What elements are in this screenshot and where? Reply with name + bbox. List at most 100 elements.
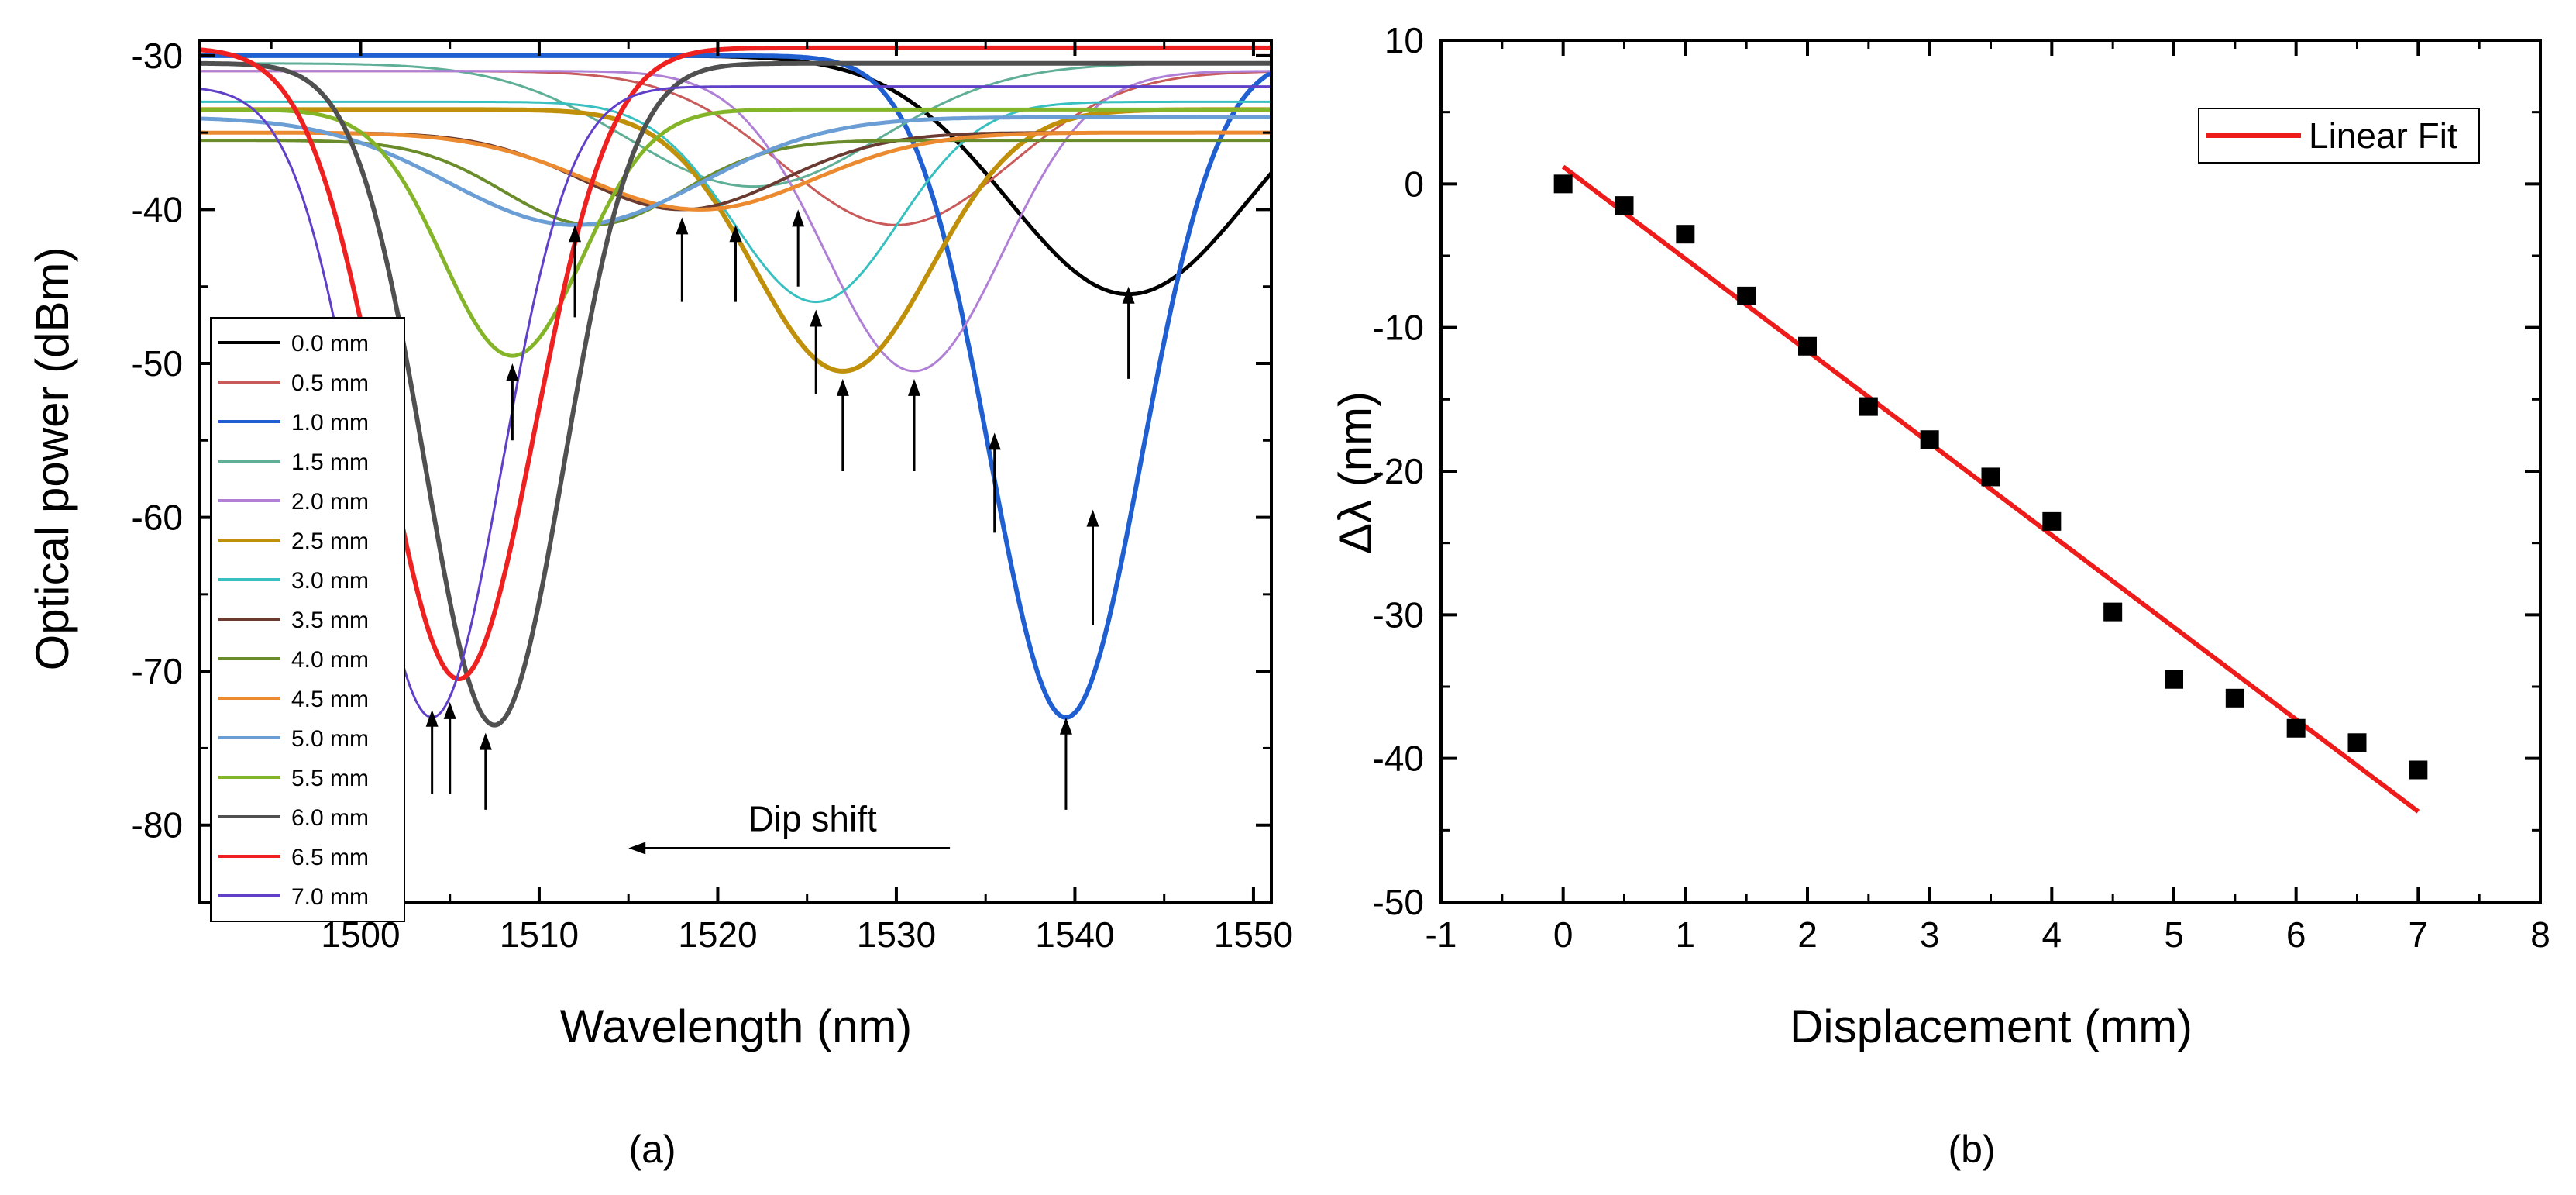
x-tick-label: 3 xyxy=(1920,914,1940,955)
axis-ticks-a: 1500 1510 1520 1530 1540 1550-30-40-50-60-70-… xyxy=(132,36,1294,955)
legend-label: 3.5 mm xyxy=(291,608,369,633)
fit-line xyxy=(1561,164,2420,814)
legend-label: 1.0 mm xyxy=(291,410,369,436)
legend-b: Linear Fit xyxy=(2198,108,2480,164)
curve-1-5-mm xyxy=(200,62,1271,188)
x-tick-label: 1530 xyxy=(857,914,936,955)
x-tick-label: 1 xyxy=(1676,914,1696,955)
dip-shift-label: Dip shift xyxy=(748,799,877,839)
y-tick-label: -50 xyxy=(1373,882,1424,922)
dip-arrow xyxy=(443,701,456,794)
data-point xyxy=(1859,397,1878,416)
legend-label: 6.5 mm xyxy=(291,845,369,870)
y-tick-label: -30 xyxy=(1373,594,1424,635)
data-point xyxy=(1981,467,2000,487)
curve-5-5-mm xyxy=(200,107,1271,358)
x-tick-label: -1 xyxy=(1426,914,1457,955)
x-tick-label: 1520 xyxy=(678,914,757,955)
data-point xyxy=(2347,733,2367,752)
x-axis-title-a: Wavelength (nm) xyxy=(560,1000,913,1052)
curve-4-5-mm xyxy=(200,130,1271,212)
y-axis-title-a: Optical power (dBm) xyxy=(26,247,78,671)
dip-shift-annotation: Dip shift xyxy=(628,799,951,855)
y-tick-label: -50 xyxy=(132,343,183,384)
data-point xyxy=(1798,336,1817,356)
legend-label: 3.0 mm xyxy=(291,568,369,594)
legend-a: 0.0 mm 0.5 mm 1.0 mm 1.5 mm 2.0 mm 2.5 mm 3.0 … xyxy=(210,317,405,922)
dip-arrow xyxy=(908,378,920,471)
x-axis-title-b: Displacement (mm) xyxy=(1790,1000,2193,1052)
data-point xyxy=(2409,760,2428,780)
dip-arrow xyxy=(988,432,1001,533)
curve-4-0-mm xyxy=(200,139,1271,227)
data-point xyxy=(2165,670,2183,689)
dip-arrow xyxy=(792,209,805,287)
panel-a: Dip shift 1500 1510 1520 1530 1540 1550-30-40… xyxy=(26,36,1293,1171)
x-tick-label: 5 xyxy=(2164,914,2184,955)
y-tick-label: 10 xyxy=(1384,20,1424,60)
panel-label-b: (b) xyxy=(1948,1128,1995,1171)
legend-label: 4.0 mm xyxy=(291,647,369,673)
x-tick-label: 1540 xyxy=(1035,914,1114,955)
data-point xyxy=(1920,430,1939,449)
dip-arrow xyxy=(1122,286,1135,379)
y-tick-label: -20 xyxy=(1373,451,1424,491)
dip-arrow xyxy=(1059,717,1072,810)
y-tick-label: -70 xyxy=(132,651,183,691)
legend-label: 0.0 mm xyxy=(291,331,369,356)
y-tick-label: -40 xyxy=(1373,739,1424,779)
dip-arrow xyxy=(425,709,439,794)
y-tick-label: -30 xyxy=(132,36,183,76)
x-tick-label: 2 xyxy=(1797,914,1818,955)
panel-label-a: (a) xyxy=(628,1128,676,1171)
data-point xyxy=(2286,718,2306,738)
y-tick-label: -80 xyxy=(132,805,183,845)
data-point xyxy=(1737,286,1756,305)
dip-arrow xyxy=(729,225,742,302)
y-tick-label: -40 xyxy=(132,189,183,229)
y-tick-label: -10 xyxy=(1373,308,1424,348)
x-tick-label: 4 xyxy=(2042,914,2062,955)
dip-arrow xyxy=(1086,509,1099,625)
legend-label: 7.0 mm xyxy=(291,884,369,910)
legend-label: 5.0 mm xyxy=(291,726,369,752)
data-point xyxy=(2103,602,2123,622)
y-tick-label: 0 xyxy=(1404,164,1424,204)
dip-arrow xyxy=(479,732,492,810)
curve-1-0-mm xyxy=(200,53,1271,720)
dip-arrows xyxy=(425,209,1135,810)
y-tick-label: -60 xyxy=(132,498,183,538)
x-tick-label: 0 xyxy=(1553,914,1573,955)
data-point xyxy=(1676,225,1695,244)
data-point xyxy=(1553,174,1573,194)
y-axis-title-b: Δλ (nm) xyxy=(1329,391,1381,554)
x-tick-label: 8 xyxy=(2530,914,2550,955)
legend-label: 5.5 mm xyxy=(291,766,369,791)
x-tick-label: 1510 xyxy=(500,914,579,955)
legend-label: 0.5 mm xyxy=(291,370,369,396)
data-point xyxy=(2225,688,2244,708)
legend-label: 6.0 mm xyxy=(291,805,369,831)
dip-arrow xyxy=(836,378,849,471)
legend-label: 4.5 mm xyxy=(291,687,369,712)
dip-arrow xyxy=(569,225,582,318)
x-tick-label: 1550 xyxy=(1214,914,1293,955)
dip-arrow xyxy=(506,363,519,441)
data-points xyxy=(1553,174,2428,780)
curve-6-0-mm xyxy=(200,60,1271,728)
legend-label: 1.5 mm xyxy=(291,449,369,475)
plot-frame-a xyxy=(198,39,1273,904)
dip-arrow xyxy=(810,309,823,394)
data-point xyxy=(2042,511,2062,531)
dip-shift-arrow xyxy=(628,842,951,855)
linear-fit-line xyxy=(1561,164,2420,814)
dip-arrow xyxy=(676,217,689,302)
x-tick-label: 6 xyxy=(2286,914,2306,955)
x-tick-label: 7 xyxy=(2409,914,2429,955)
legend-fit-label: Linear Fit xyxy=(2309,115,2457,156)
legend-label: 2.0 mm xyxy=(291,489,369,515)
legend-label: 2.5 mm xyxy=(291,529,369,554)
